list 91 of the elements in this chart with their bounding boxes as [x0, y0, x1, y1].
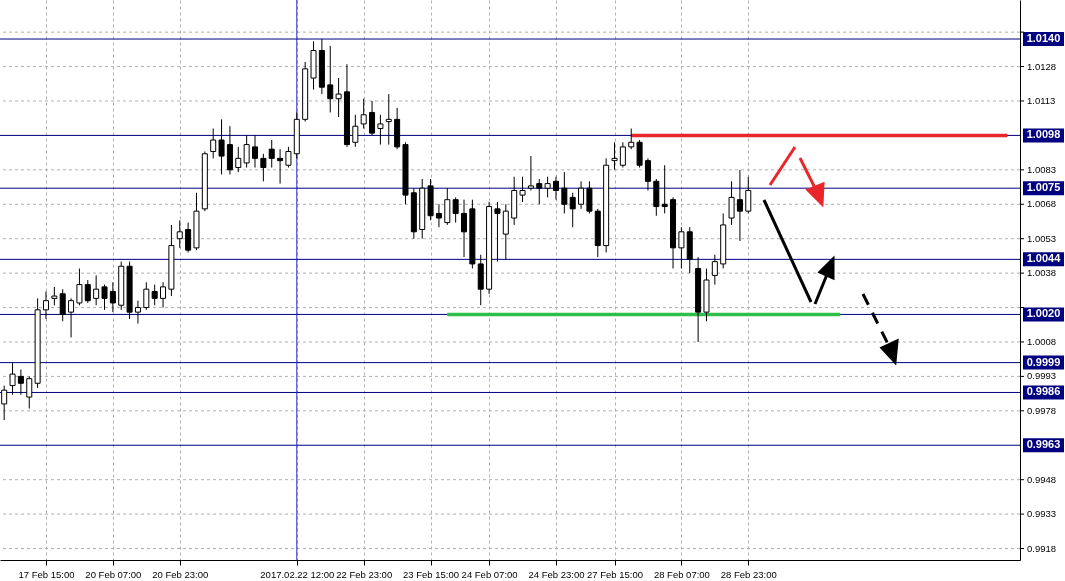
candlestick [586, 180, 593, 214]
candlestick [9, 362, 16, 396]
ref-line-label: 1.0075 [1026, 181, 1061, 194]
candlestick [51, 286, 58, 306]
x-tick-label: 24 Feb 23:00 [528, 568, 585, 580]
y-tick-label: 1.0038 [1027, 267, 1057, 279]
x-tick-label: 17 Feb 15:00 [18, 568, 75, 580]
candlestick [385, 93, 392, 146]
ref-line-label: 0.9963 [1026, 438, 1061, 451]
ref-line-label: 1.0020 [1026, 307, 1061, 320]
x-tick-label: 28 Feb 23:00 [720, 568, 777, 580]
x-tick-label: 24 Feb 07:00 [461, 568, 518, 580]
candlestick [68, 297, 75, 338]
candlestick [327, 45, 334, 113]
candlestick [134, 300, 141, 325]
candlestick [160, 281, 167, 309]
candlestick [101, 284, 108, 311]
candlestick [268, 139, 275, 169]
y-tick-label: 1.0128 [1027, 60, 1057, 72]
candlestick [444, 187, 451, 226]
ref-line-label: 1.0044 [1026, 252, 1062, 265]
candlestick [235, 146, 242, 173]
y-tick-label: 0.9933 [1027, 508, 1057, 520]
candlestick [536, 178, 543, 205]
candlestick [210, 128, 217, 159]
y-tick-label: 0.9993 [1027, 370, 1057, 382]
candlestick [561, 171, 568, 214]
candlestick [109, 281, 116, 313]
candlestick [745, 176, 752, 214]
candlestick [335, 77, 342, 118]
candlestick [494, 201, 501, 263]
candlestick [519, 176, 526, 203]
candlestick [251, 134, 259, 169]
candlestick [260, 153, 267, 182]
candlestick [243, 134, 250, 169]
y-tick-label: 0.9978 [1027, 404, 1057, 416]
x-tick-label: 22 Feb 23:00 [336, 568, 393, 580]
x-tick-label: 28 Feb 07:00 [653, 568, 710, 580]
candlestick [26, 375, 33, 410]
candlestick [360, 98, 367, 130]
candlestick [661, 164, 668, 214]
candlestick [285, 146, 292, 169]
candlestick [369, 100, 376, 136]
candlestick [728, 180, 735, 226]
candlestick [461, 199, 468, 258]
candlestick [552, 176, 559, 201]
candlestick [17, 369, 24, 396]
candlestick [277, 148, 284, 185]
candlestick [611, 141, 618, 171]
y-tick-label: 1.0068 [1027, 198, 1057, 210]
y-tick-label: 0.9918 [1027, 542, 1057, 554]
candlestick [93, 274, 100, 306]
y-tick-label: 1.0083 [1027, 163, 1057, 175]
candlestick [502, 203, 509, 260]
candlestick [628, 128, 635, 150]
candlestick [736, 169, 743, 242]
x-tick-label: 23 Feb 15:00 [403, 568, 460, 580]
x-tick-label: 27 Feb 15:00 [587, 568, 644, 580]
candlestick [218, 118, 225, 175]
candlestick [527, 155, 534, 191]
candlestick [452, 196, 459, 224]
candlestick [76, 268, 83, 306]
candlestick [377, 114, 384, 146]
candlestick [143, 281, 150, 311]
candlestick [636, 139, 643, 169]
x-tick-label: 20 Feb 07:00 [85, 568, 142, 580]
candlestick [569, 192, 576, 228]
candlestick [544, 176, 551, 198]
y-tick-label: 0.9948 [1027, 473, 1057, 485]
candlestick [59, 288, 66, 322]
candlestick [711, 254, 718, 286]
candlestick [578, 180, 585, 210]
candlestick [619, 141, 626, 169]
candlestick [84, 279, 91, 304]
ref-line-label: 1.0098 [1026, 128, 1061, 141]
candlestick [151, 284, 158, 306]
ref-line-label: 1.0140 [1026, 32, 1061, 45]
candlestick [185, 222, 192, 253]
ref-line-label: 0.9999 [1026, 355, 1061, 368]
x-tick-label: 2017.02.22 12:00 [260, 568, 335, 580]
candlestick [435, 203, 442, 228]
candlestick [678, 226, 685, 270]
ref-line-label: 0.9986 [1026, 385, 1061, 398]
x-tick-label: 20 Feb 23:00 [152, 568, 209, 580]
candlestick [352, 114, 359, 148]
candlestick [644, 157, 651, 191]
candlestick [176, 219, 183, 249]
y-tick-label: 1.0053 [1027, 232, 1057, 244]
y-tick-label: 1.0113 [1027, 94, 1056, 106]
candlestick [42, 290, 49, 320]
y-tick-label: 1.0008 [1027, 335, 1057, 347]
